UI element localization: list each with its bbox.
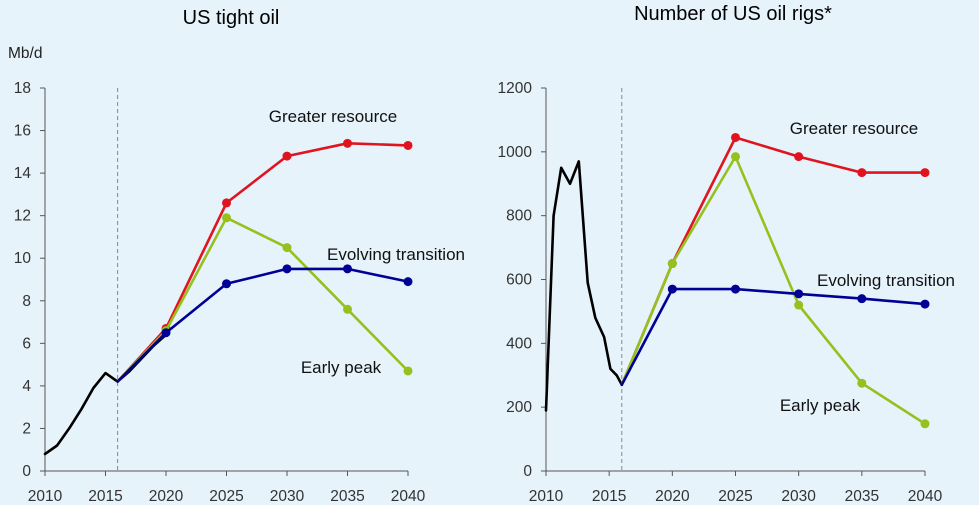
- annotation-greater-resource: Greater resource: [790, 119, 919, 138]
- y-tick-label: 1200: [498, 80, 533, 97]
- data-point-greater-resource: [731, 132, 740, 142]
- series-group: [43, 138, 413, 456]
- y-tick-label: 0: [22, 463, 31, 480]
- series-line-early-peak: [620, 155, 927, 426]
- y-tick-label: 2: [22, 420, 31, 437]
- chart-title: US tight oil: [183, 7, 280, 29]
- data-point-greater-resource: [794, 152, 804, 162]
- y-tick-label: 4: [22, 378, 31, 395]
- y-tick-label: 16: [14, 123, 31, 140]
- data-point-greater-resource: [282, 151, 292, 161]
- data-point-evolving-transition: [920, 299, 930, 309]
- data-point-greater-resource: [343, 138, 352, 148]
- y-tick-label: 18: [14, 80, 31, 97]
- x-tick-label: 2010: [28, 488, 63, 505]
- axes: 0 2 4 6 8 10 12 14 16 18 2010 2015 2020 2025 2030 2035 2…: [14, 80, 426, 505]
- annotation-evolving-transition: Evolving transition: [817, 271, 955, 290]
- data-point-early-peak: [920, 419, 930, 429]
- data-point-evolving-transition: [161, 328, 171, 338]
- x-tick-label: 2035: [845, 488, 879, 505]
- data-point-early-peak: [222, 213, 231, 223]
- y-tick-label: 10: [14, 250, 32, 267]
- x-tick-label: 2035: [330, 488, 364, 505]
- x-tick-label: 2020: [655, 488, 690, 505]
- annotation-greater-resource: Greater resource: [269, 107, 398, 126]
- x-tick-label: 2015: [88, 488, 122, 505]
- y-tick-label: 6: [22, 335, 31, 352]
- annotation-early-peak: Early peak: [780, 396, 861, 415]
- y-tick-label: 800: [506, 208, 532, 225]
- y-tick-label: 600: [506, 272, 532, 289]
- x-tick-label: 2010: [529, 488, 564, 505]
- data-point-early-peak: [857, 378, 867, 388]
- data-point-evolving-transition: [282, 264, 292, 274]
- y-tick-label: 14: [14, 165, 32, 182]
- x-tick-label: 2020: [149, 488, 184, 505]
- data-point-evolving-transition: [403, 277, 413, 287]
- chart-panel-tight-oil: 0 2 4 6 8 10 12 14 16 18 2010 2015 2020 2025 2030 2035 2…: [8, 7, 465, 505]
- y-tick-label: 400: [506, 335, 532, 352]
- x-tick-label: 2040: [391, 488, 426, 505]
- data-point-early-peak: [667, 259, 677, 269]
- data-point-greater-resource: [222, 198, 231, 208]
- x-tick-label: 2025: [209, 488, 243, 505]
- axes: 0 200 400 600 800 1000 1200 2010 2015 2020 2025 203…: [498, 80, 943, 505]
- data-point-greater-resource: [920, 168, 930, 178]
- annotation-early-peak: Early peak: [301, 358, 382, 377]
- data-point-greater-resource: [403, 140, 413, 150]
- y-tick-label: 12: [14, 208, 31, 225]
- y-tick-label: 0: [523, 463, 532, 480]
- data-point-early-peak: [731, 152, 740, 162]
- data-point-evolving-transition: [857, 294, 867, 304]
- y-tick-label: 1000: [498, 144, 533, 161]
- x-tick-label: 2025: [718, 488, 752, 505]
- series-line-evolving-transition: [116, 267, 410, 383]
- y-tick-label: 200: [506, 399, 532, 416]
- data-point-evolving-transition: [667, 284, 677, 294]
- x-tick-label: 2030: [270, 488, 305, 505]
- data-point-evolving-transition: [794, 289, 804, 299]
- data-point-early-peak: [343, 304, 352, 314]
- data-point-early-peak: [403, 366, 413, 376]
- x-tick-label: 2015: [592, 488, 626, 505]
- y-axis-unit: Mb/d: [8, 45, 42, 62]
- data-point-evolving-transition: [222, 279, 231, 289]
- series-line-evolving-transition: [620, 287, 927, 387]
- annotation-evolving-transition: Evolving transition: [327, 245, 465, 264]
- data-point-evolving-transition: [343, 264, 352, 274]
- chart-panel-oil-rigs: 0 200 400 600 800 1000 1200 2010 2015 2020 2025 203…: [498, 3, 955, 505]
- series-group: [544, 132, 930, 429]
- data-point-early-peak: [794, 300, 804, 310]
- series-line-greater-resource: [620, 136, 927, 387]
- x-tick-label: 2030: [781, 488, 816, 505]
- x-tick-label: 2040: [908, 488, 943, 505]
- data-point-early-peak: [282, 243, 292, 253]
- y-tick-label: 8: [22, 293, 31, 310]
- series-line-historical: [544, 160, 624, 412]
- data-point-greater-resource: [857, 168, 867, 178]
- data-point-evolving-transition: [731, 284, 740, 294]
- chart-title: Number of US oil rigs*: [634, 3, 832, 25]
